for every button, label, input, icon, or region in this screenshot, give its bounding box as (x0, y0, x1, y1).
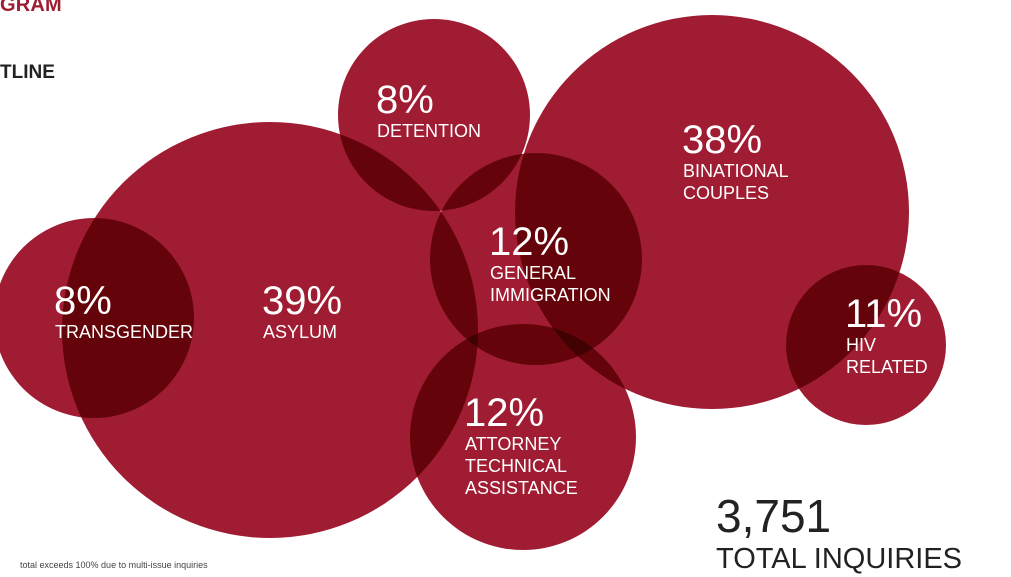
bubble-general-immigration (430, 153, 642, 365)
bubble-hiv-related (786, 265, 946, 425)
bubble-value-binational-couples: 38% (682, 118, 762, 162)
bubble-label-general-immigration: GENERAL (490, 263, 576, 283)
total-inquiries-label: TOTAL INQUIRIES (716, 543, 962, 575)
label-layer: 3,751 TOTAL INQUIRIES 39%ASYLUM 38%BINATI… (54, 78, 962, 575)
bubble-label-general-immigration: IMMIGRATION (490, 285, 611, 305)
bubble-transgender (0, 218, 194, 418)
total-inquiries-value: 3,751 (716, 490, 831, 542)
bubble-label-binational-couples: COUPLES (683, 183, 769, 203)
bubble-label-binational-couples: BINATIONAL (683, 161, 789, 181)
bubble-value-attorney-technical-assistance: 12% (464, 391, 544, 435)
bubble-label-transgender: TRANSGENDER (55, 322, 193, 342)
bubble-attorney-technical-assistance (410, 324, 636, 550)
bubble-value-general-immigration: 12% (489, 220, 569, 264)
footnote: total exceeds 100% due to multi-issue in… (20, 560, 208, 570)
bubble-asylum (62, 122, 478, 538)
bubble-label-attorney-technical-assistance: ASSISTANCE (465, 478, 578, 498)
bubble-layer (0, 15, 946, 550)
bubble-label-hiv-related: HIV (846, 335, 876, 355)
bubble-label-hiv-related: RELATED (846, 357, 928, 377)
bubble-label-asylum: ASYLUM (263, 322, 337, 342)
bubble-label-attorney-technical-assistance: TECHNICAL (465, 456, 567, 476)
bubble-value-transgender: 8% (54, 279, 112, 323)
bubble-value-asylum: 39% (262, 279, 342, 323)
bubble-label-attorney-technical-assistance: ATTORNEY (465, 434, 561, 454)
page-subheading: TLINE (0, 62, 55, 83)
bubble-detention (338, 19, 530, 211)
page-heading: GRAM (0, 0, 62, 16)
bubble-value-detention: 8% (376, 78, 434, 122)
bubble-value-hiv-related: 11% (845, 292, 922, 336)
bubble-label-detention: DETENTION (377, 121, 481, 141)
